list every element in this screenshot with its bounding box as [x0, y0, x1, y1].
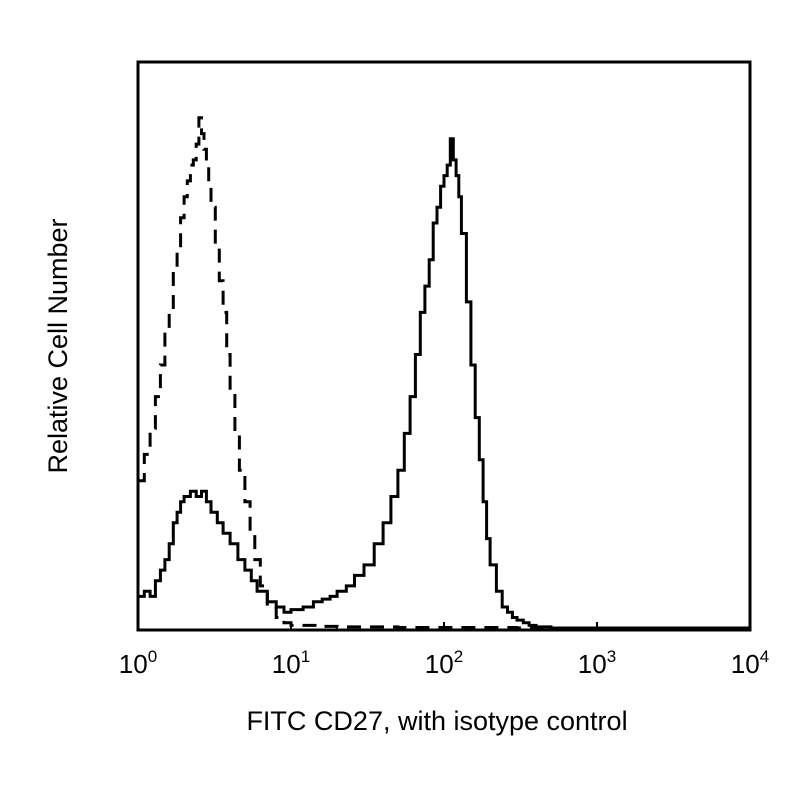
x-axis: 100 101 102 103 104	[119, 622, 769, 679]
x-tick-label: 101	[272, 647, 310, 679]
x-tick-label: 102	[425, 647, 463, 679]
x-tick-label: 104	[731, 647, 769, 679]
y-axis-title: Relative Cell Number	[43, 218, 73, 473]
plot-area	[138, 116, 750, 630]
x-tick-label: 100	[119, 647, 157, 679]
x-axis-title: FITC CD27, with isotype control	[246, 706, 627, 736]
x-tick-label: 103	[578, 647, 616, 679]
cd27-stained-series-line	[138, 137, 750, 630]
isotype-control-series-line	[138, 116, 750, 630]
